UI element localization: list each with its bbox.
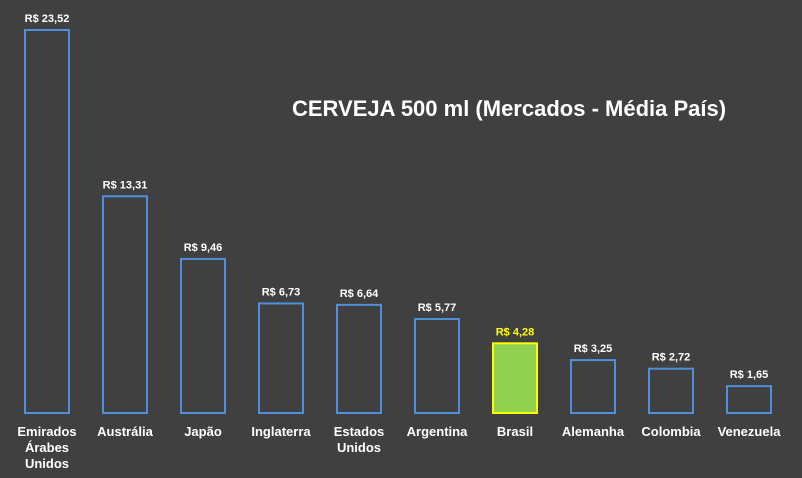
category-label: Austrália — [97, 424, 153, 439]
bar — [492, 342, 538, 414]
category-label: Alemanha — [562, 424, 625, 439]
category-label: Colombia — [641, 424, 701, 439]
bar — [648, 367, 694, 415]
data-label: R$ 9,46 — [184, 242, 223, 254]
data-label: R$ 4,28 — [496, 326, 535, 338]
bar — [726, 385, 772, 414]
bar — [102, 195, 148, 414]
chart-title: CERVEJA 500 ml (Mercados - Média País) — [292, 96, 727, 121]
bar — [336, 303, 382, 414]
bar — [414, 318, 460, 414]
data-label: R$ 2,72 — [652, 352, 691, 364]
data-label: R$ 1,65 — [730, 369, 769, 381]
bar — [180, 257, 226, 414]
data-label: R$ 3,25 — [574, 343, 613, 355]
category-label: Brasil — [497, 424, 533, 439]
category-label: Estados Unidos — [334, 424, 385, 455]
data-label: R$ 23,52 — [25, 13, 70, 25]
category-label: Emirados Árabes Unidos — [17, 424, 76, 471]
category-label: Inglaterra — [251, 424, 311, 439]
category-label: Japão — [184, 424, 222, 439]
bar — [570, 359, 616, 415]
bar — [24, 29, 70, 414]
data-label: R$ 6,73 — [262, 286, 301, 298]
data-label: R$ 13,31 — [103, 179, 148, 191]
data-label: R$ 6,64 — [340, 288, 379, 300]
category-label: Argentina — [407, 424, 468, 439]
category-label: Venezuela — [718, 424, 782, 439]
data-label: R$ 5,77 — [418, 302, 457, 314]
bar — [258, 302, 304, 415]
